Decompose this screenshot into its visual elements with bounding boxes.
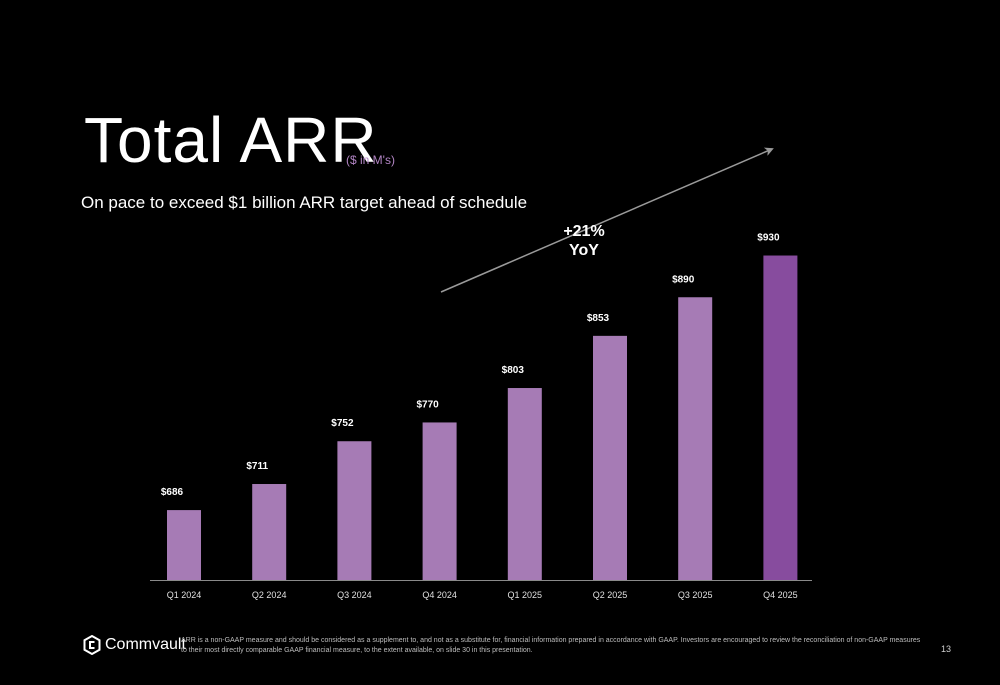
bar-q4-2024	[422, 422, 457, 580]
data-label: $853	[587, 313, 610, 324]
bar-q4-2025	[763, 255, 798, 580]
bar-q1-2024	[167, 510, 201, 580]
data-label: $752	[331, 418, 354, 429]
data-label: $803	[502, 365, 525, 376]
x-tick-label: Q2 2024	[252, 590, 287, 600]
x-tick-label: Q1 2025	[508, 590, 543, 600]
bar-q2-2025	[593, 335, 627, 580]
x-tick-label: Q4 2025	[763, 590, 798, 600]
x-tick-label: Q3 2024	[337, 590, 372, 600]
yoy-label: YoY	[569, 242, 599, 259]
data-label: $930	[757, 233, 780, 244]
data-label: $890	[672, 274, 695, 285]
data-label: $711	[246, 461, 268, 472]
data-label: $686	[161, 487, 184, 498]
yoy-growth-callout: +21% YoY	[544, 222, 624, 260]
footnote-line-2: to their most directly comparable GAAP f…	[181, 647, 533, 654]
logo-wordmark: Commvault	[105, 636, 186, 653]
x-tick-label: Q4 2024	[422, 590, 457, 600]
x-tick-label: Q3 2025	[678, 590, 713, 600]
page-title: Total ARR	[84, 104, 378, 176]
footnote: ARR is a non-GAAP measure and should be …	[181, 636, 921, 656]
bar-q1-2025	[507, 388, 542, 580]
yoy-percent: +21%	[563, 223, 605, 240]
page-subtitle: On pace to exceed $1 billion ARR target …	[81, 193, 528, 212]
x-tick-label: Q2 2025	[593, 590, 628, 600]
bar-q2-2024	[252, 484, 287, 580]
x-tick-label: Q1 2024	[167, 590, 202, 600]
title-unit-note: ($ in M's)	[346, 153, 395, 167]
data-label: $770	[416, 399, 439, 410]
growth-trend-arrow	[440, 147, 774, 293]
bar-q3-2024	[337, 441, 372, 580]
commvault-logo-icon	[83, 635, 101, 655]
page-number: 13	[941, 644, 952, 654]
commvault-logo: Commvault	[83, 635, 186, 655]
bar-q3-2025	[678, 297, 713, 580]
footnote-line-1: ARR is a non-GAAP measure and should be …	[181, 637, 921, 644]
